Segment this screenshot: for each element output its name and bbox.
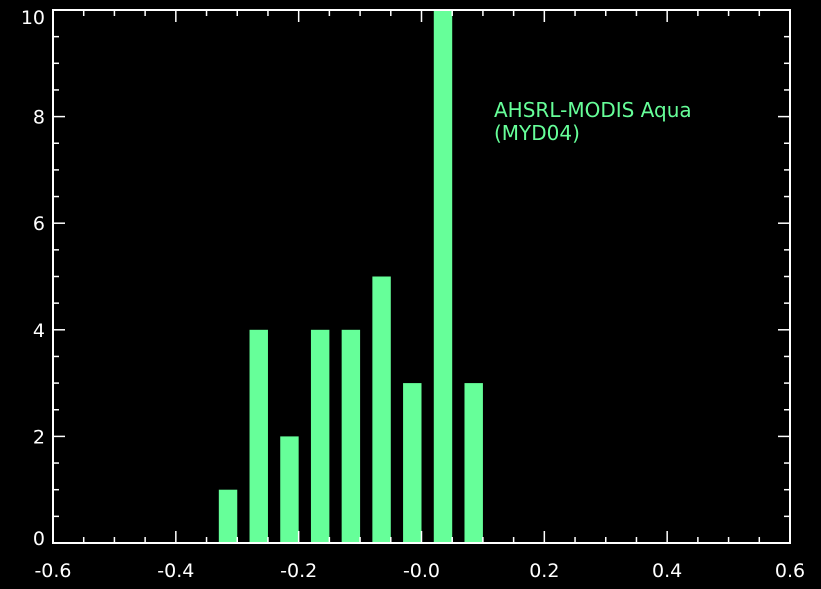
bar-8 <box>464 383 483 543</box>
y-tick-label: 0 <box>33 528 45 550</box>
bars-group <box>218 10 483 543</box>
x-tick-label: -0.4 <box>157 560 194 582</box>
bar-6 <box>403 383 422 543</box>
y-tick-label: 4 <box>33 320 45 342</box>
y-axis-ticks: 0 2 4 6 8 10 <box>21 7 790 550</box>
x-axis-ticks: -0.6 -0.4 -0.2 -0.0 0.2 0.4 0.6 <box>34 10 805 582</box>
y-tick-label: 10 <box>21 7 45 29</box>
x-tick-label: -0.2 <box>280 560 317 582</box>
bar-7 <box>433 10 453 543</box>
annotation-line-1: AHSRL-MODIS Aqua <box>494 98 692 122</box>
bar-5 <box>372 276 391 543</box>
bar-4 <box>341 329 361 543</box>
bar-2 <box>280 436 299 543</box>
x-tick-label: 0.6 <box>775 560 805 582</box>
y-tick-label: 6 <box>33 213 45 235</box>
y-tick-label: 2 <box>33 426 45 448</box>
bar-3 <box>310 329 330 543</box>
x-tick-label: 0.4 <box>652 560 682 582</box>
x-tick-label: 0.2 <box>529 560 559 582</box>
annotation-line-2: (MYD04) <box>494 121 580 145</box>
bar-0 <box>218 489 238 543</box>
x-tick-label: -0.0 <box>403 560 440 582</box>
bar-1 <box>249 329 268 543</box>
y-tick-label: 8 <box>33 107 45 129</box>
x-tick-label: -0.6 <box>34 560 71 582</box>
